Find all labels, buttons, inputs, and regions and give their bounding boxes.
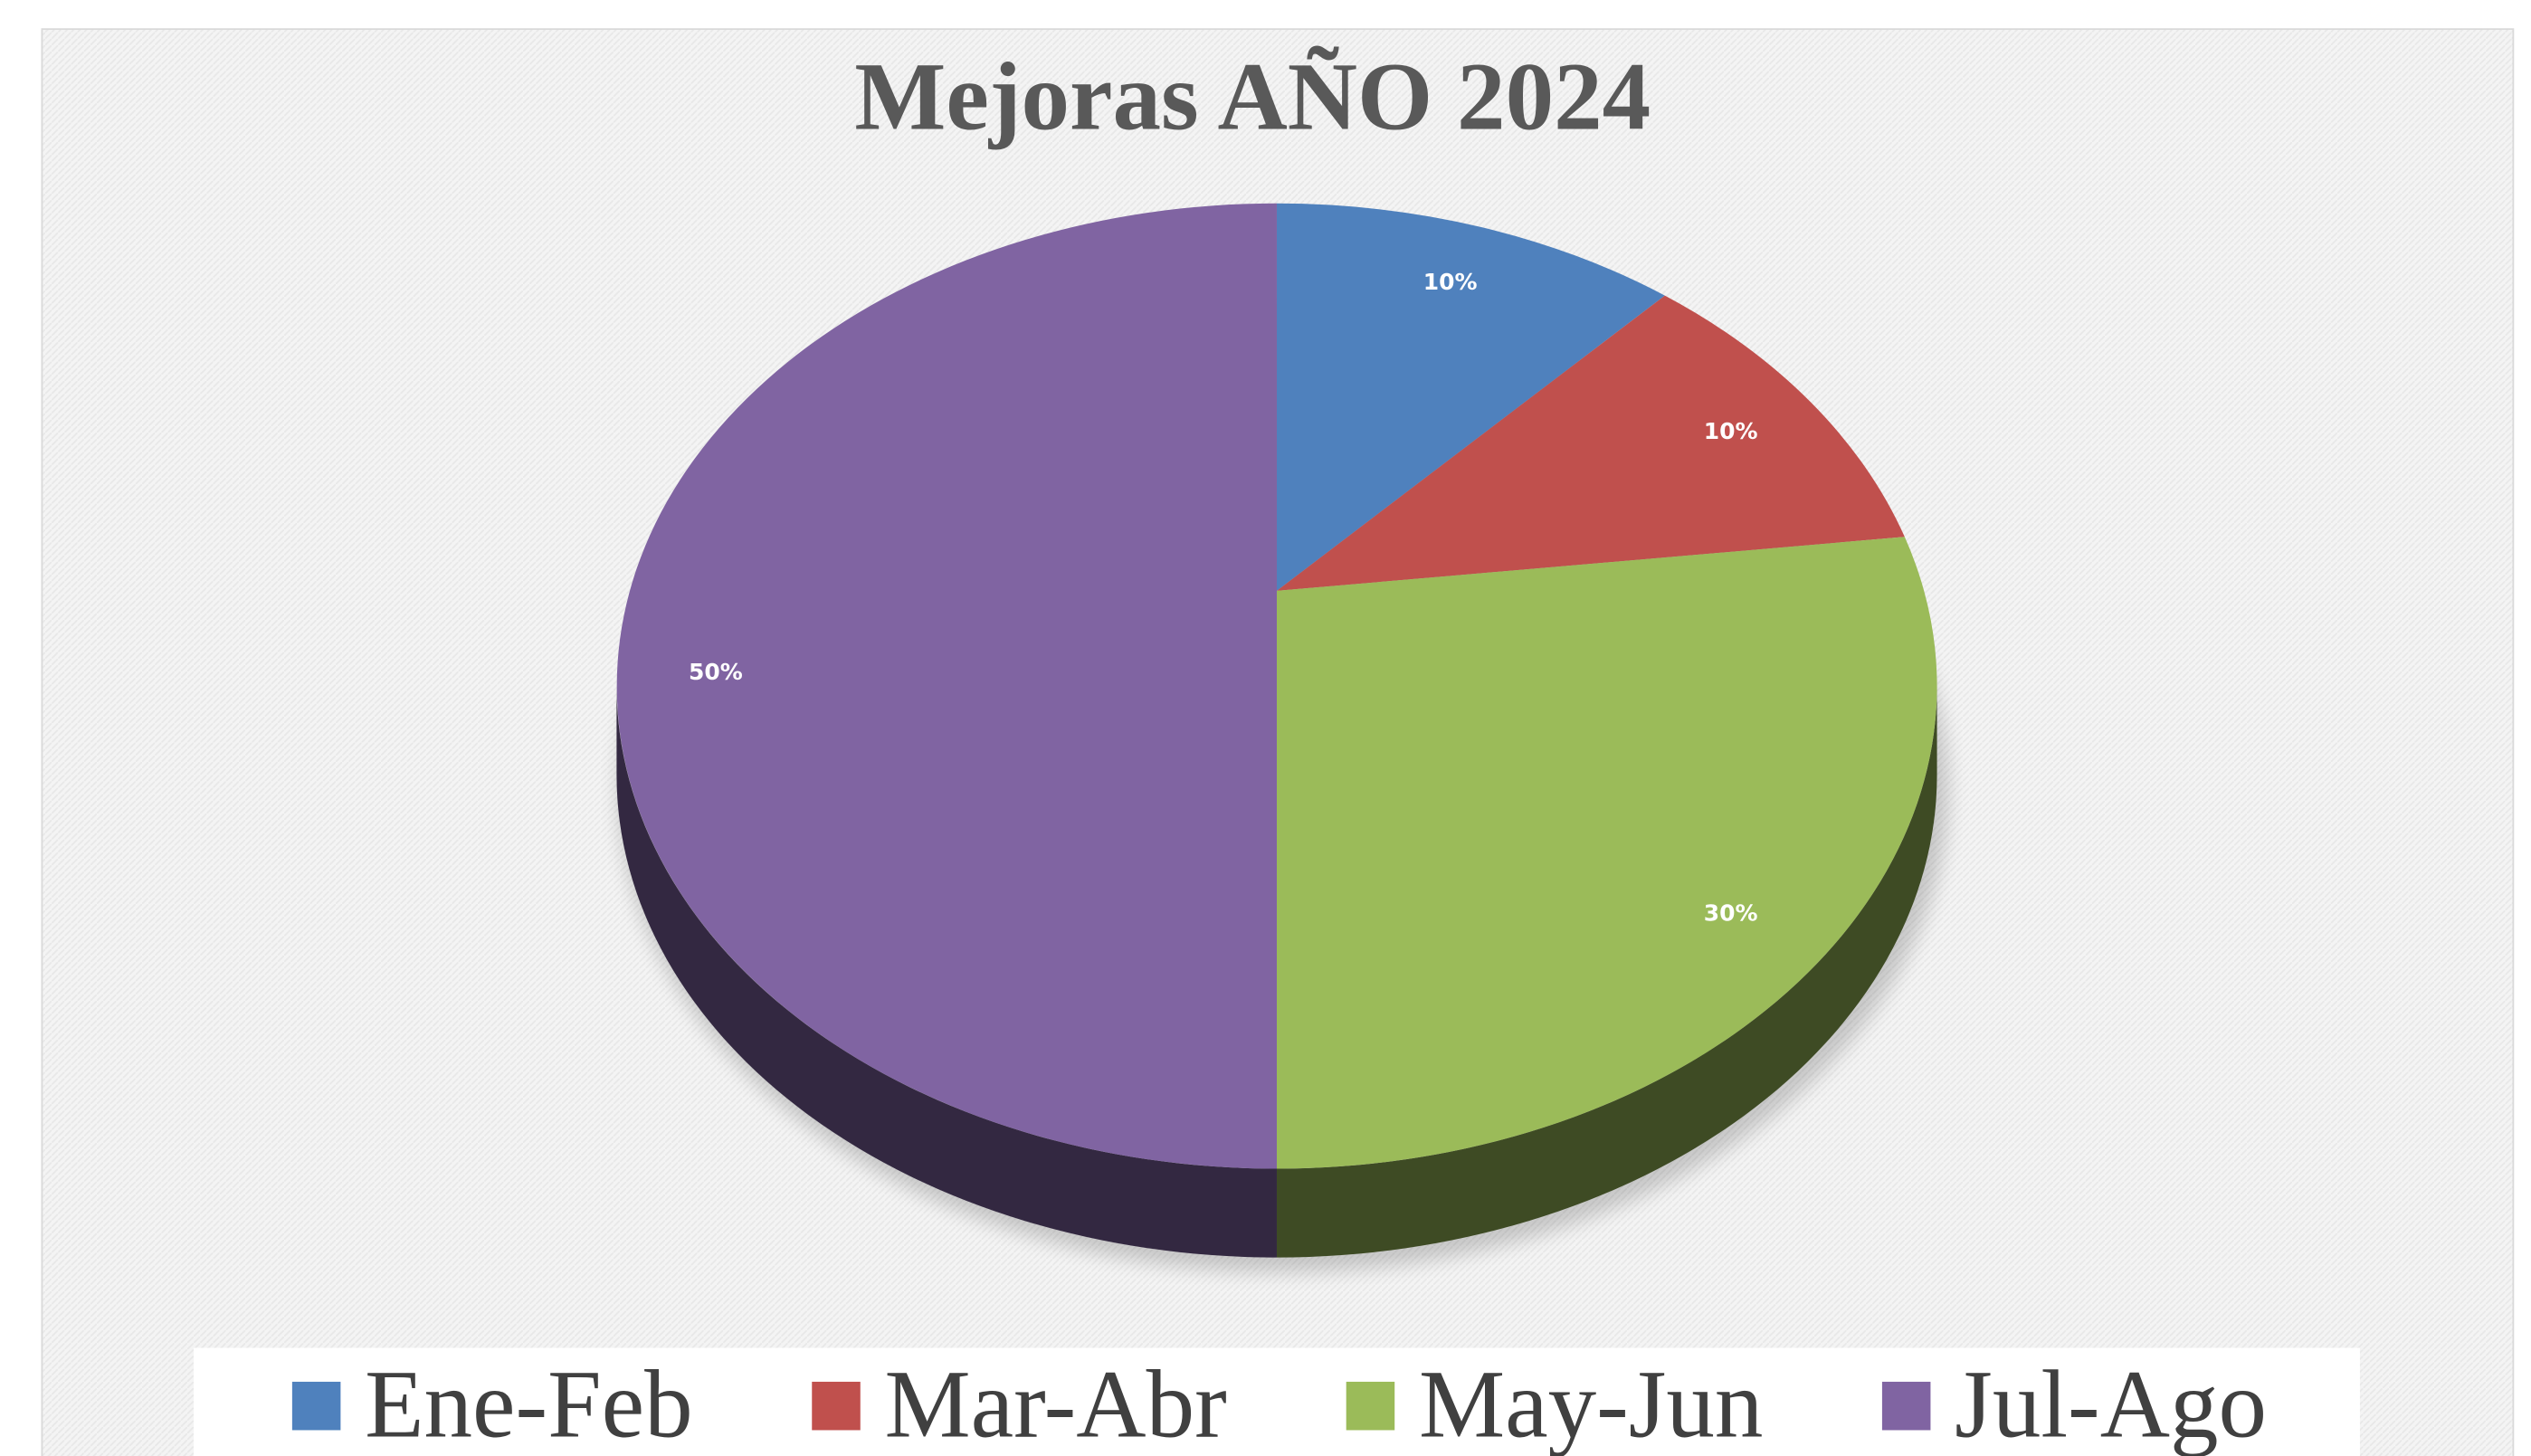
- legend-label: Jul-Ago: [1955, 1352, 2267, 1456]
- pie-side: [616, 686, 1277, 1258]
- data-label: 30%: [1704, 900, 1758, 927]
- legend-swatch: [1346, 1381, 1395, 1431]
- legend-label: Mar-Abr: [885, 1352, 1227, 1456]
- pie-slice: [616, 203, 1277, 1169]
- legend-box: [194, 1347, 2360, 1456]
- pie-side: [1276, 686, 1937, 1258]
- chart-title: Mejoras AÑO 2024: [854, 44, 1651, 151]
- legend: Ene-Feb Mar-Abr May-Jun Jul-Ago: [291, 1352, 2267, 1456]
- legend-label: Ene-Feb: [365, 1352, 693, 1456]
- pie-slice: [1276, 295, 1905, 591]
- pie-slice: [1276, 537, 1937, 1169]
- data-label: 10%: [1423, 269, 1478, 295]
- legend-swatch: [1881, 1381, 1931, 1431]
- legend-label: May-Jun: [1419, 1352, 1763, 1456]
- legend-swatch: [812, 1381, 861, 1431]
- data-label: 10%: [1704, 418, 1758, 444]
- pie: 10% 10% 30% 50%: [616, 203, 1937, 1258]
- data-label: 50%: [689, 659, 743, 685]
- pie-slice: [1276, 203, 1665, 591]
- legend-swatch: [291, 1381, 341, 1431]
